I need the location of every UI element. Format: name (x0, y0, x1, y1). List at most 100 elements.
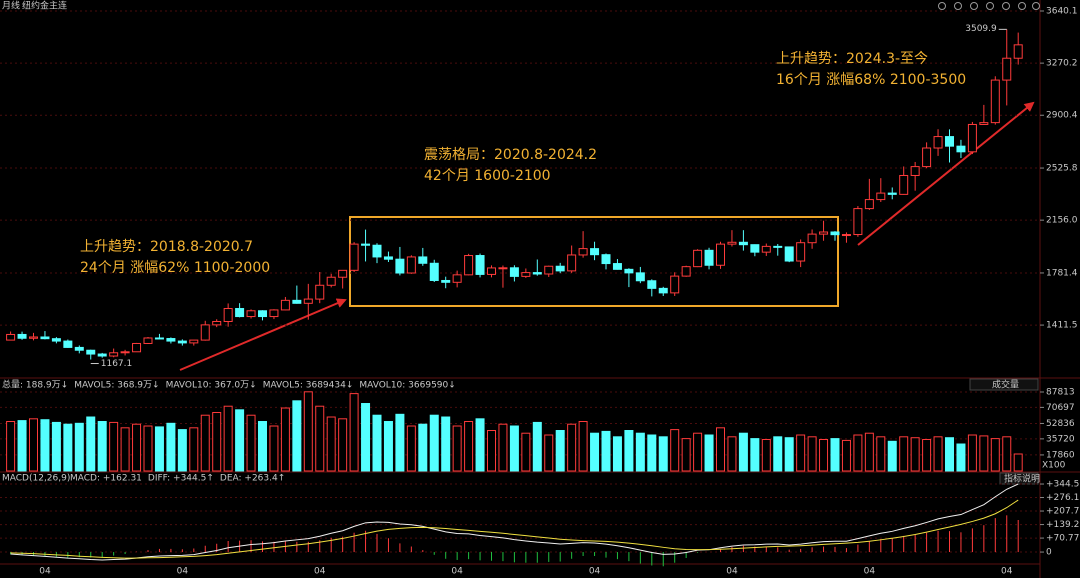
volume-bar (372, 414, 382, 472)
volume-bar (578, 421, 588, 472)
candle-body (40, 336, 50, 340)
volume-bar (841, 439, 851, 472)
volume-bar (429, 414, 439, 472)
candle-body (338, 269, 348, 278)
candle-body (864, 199, 874, 210)
volume-bar (51, 421, 61, 472)
candle-body (6, 333, 16, 341)
volume-bar (750, 438, 760, 472)
candle-body (990, 79, 1000, 124)
candle-body (784, 246, 794, 262)
icon[interactable] (970, 2, 978, 10)
volume-bar (29, 418, 38, 472)
indicator-value: MAVOL10: 3669590↓ (359, 381, 455, 391)
annotation: 震荡格局：2020.8-2024.2 (424, 147, 597, 163)
candle-body (326, 276, 336, 286)
candle-body (315, 284, 325, 300)
volume-bar (933, 436, 943, 472)
indicator-dropdown[interactable] (969, 378, 1039, 391)
volume-bar (292, 400, 302, 472)
candle-body (590, 248, 600, 256)
volume-bar (864, 432, 874, 472)
candle-body (109, 352, 119, 357)
candle-body (303, 298, 313, 304)
volume-bar (464, 421, 474, 472)
candle-body (154, 337, 164, 340)
candle-body (17, 333, 27, 339)
candle-body (74, 346, 84, 351)
volume-bar (40, 419, 50, 472)
help-button[interactable] (999, 472, 1039, 485)
y-tick-label: 87813 (1046, 387, 1075, 397)
candle-body (567, 254, 577, 272)
volume-bar (97, 421, 107, 472)
indicator-value: DIFF: +344.5↑ (148, 474, 214, 484)
volume-bar (1002, 436, 1012, 472)
candle-body (933, 136, 943, 149)
candle-body (383, 256, 393, 260)
candle-body (544, 265, 554, 275)
icon[interactable] (954, 2, 962, 10)
volume-bar (418, 423, 428, 472)
icon[interactable] (986, 2, 994, 10)
volume-bar (383, 421, 393, 472)
y-tick-label: 2156.0 (1046, 216, 1078, 226)
volume-bar (235, 409, 245, 472)
volume-bar (475, 418, 485, 472)
candle-body (97, 353, 107, 357)
volume-bar (326, 416, 336, 472)
volume-bar (109, 421, 119, 472)
candle-body (853, 208, 863, 236)
volume-bar (681, 438, 691, 472)
icon[interactable] (1018, 2, 1026, 10)
annotation: 16个月 涨幅68% 2100-3500 (776, 72, 966, 88)
volume-bar (315, 405, 325, 472)
candle-body (280, 299, 290, 311)
volume-bar (166, 422, 176, 472)
candle-body (945, 136, 954, 147)
candle-body (235, 308, 245, 318)
y-tick-label: 35720 (1046, 434, 1075, 444)
volume-bar (910, 437, 920, 472)
icon[interactable] (1002, 2, 1010, 10)
candle-body (406, 256, 416, 274)
volume-bar (17, 420, 27, 472)
candle-body (887, 192, 897, 195)
candle-body (956, 145, 966, 153)
volume-bar (441, 416, 451, 472)
candle-body (624, 268, 634, 274)
icon[interactable] (938, 2, 946, 10)
help-label[interactable]: 指标说明 (1004, 473, 1040, 485)
volume-bar (189, 427, 199, 472)
candle-body (738, 241, 748, 246)
volume-bar (154, 426, 164, 472)
annotation: 上升趋势：2018.8-2020.7 (80, 239, 253, 255)
volume-bar (509, 425, 519, 472)
candle-body (395, 258, 405, 274)
candle-body (487, 267, 496, 275)
volume-bar (979, 435, 989, 472)
low-label: 1167.1 (101, 359, 133, 369)
volume-bar (555, 430, 565, 472)
volume-bar (6, 421, 16, 472)
x-tick-label: 04 (589, 567, 601, 577)
y-tick-label: +344.5 (1046, 480, 1079, 490)
candle-body (532, 272, 542, 275)
candle-body (258, 310, 267, 318)
y-tick-label: 17860 (1046, 450, 1075, 460)
volume-bar (670, 429, 680, 472)
volume-bar (796, 434, 806, 472)
candle-body (452, 274, 462, 283)
candle-body (773, 245, 783, 248)
y-tick-label: 3640.1 (1046, 7, 1078, 17)
icon[interactable] (1032, 2, 1040, 10)
volume-bar (280, 407, 290, 472)
candle-body (670, 275, 680, 294)
volume-bar (74, 422, 84, 472)
indicator-value: MACD: +162.31 (70, 474, 142, 484)
volume-bar (406, 425, 416, 472)
volume-bar (807, 436, 817, 472)
candle-body (177, 340, 187, 344)
x-tick-label: 04 (39, 567, 51, 577)
annotation: 上升趋势：2024.3-至今 (776, 51, 928, 67)
